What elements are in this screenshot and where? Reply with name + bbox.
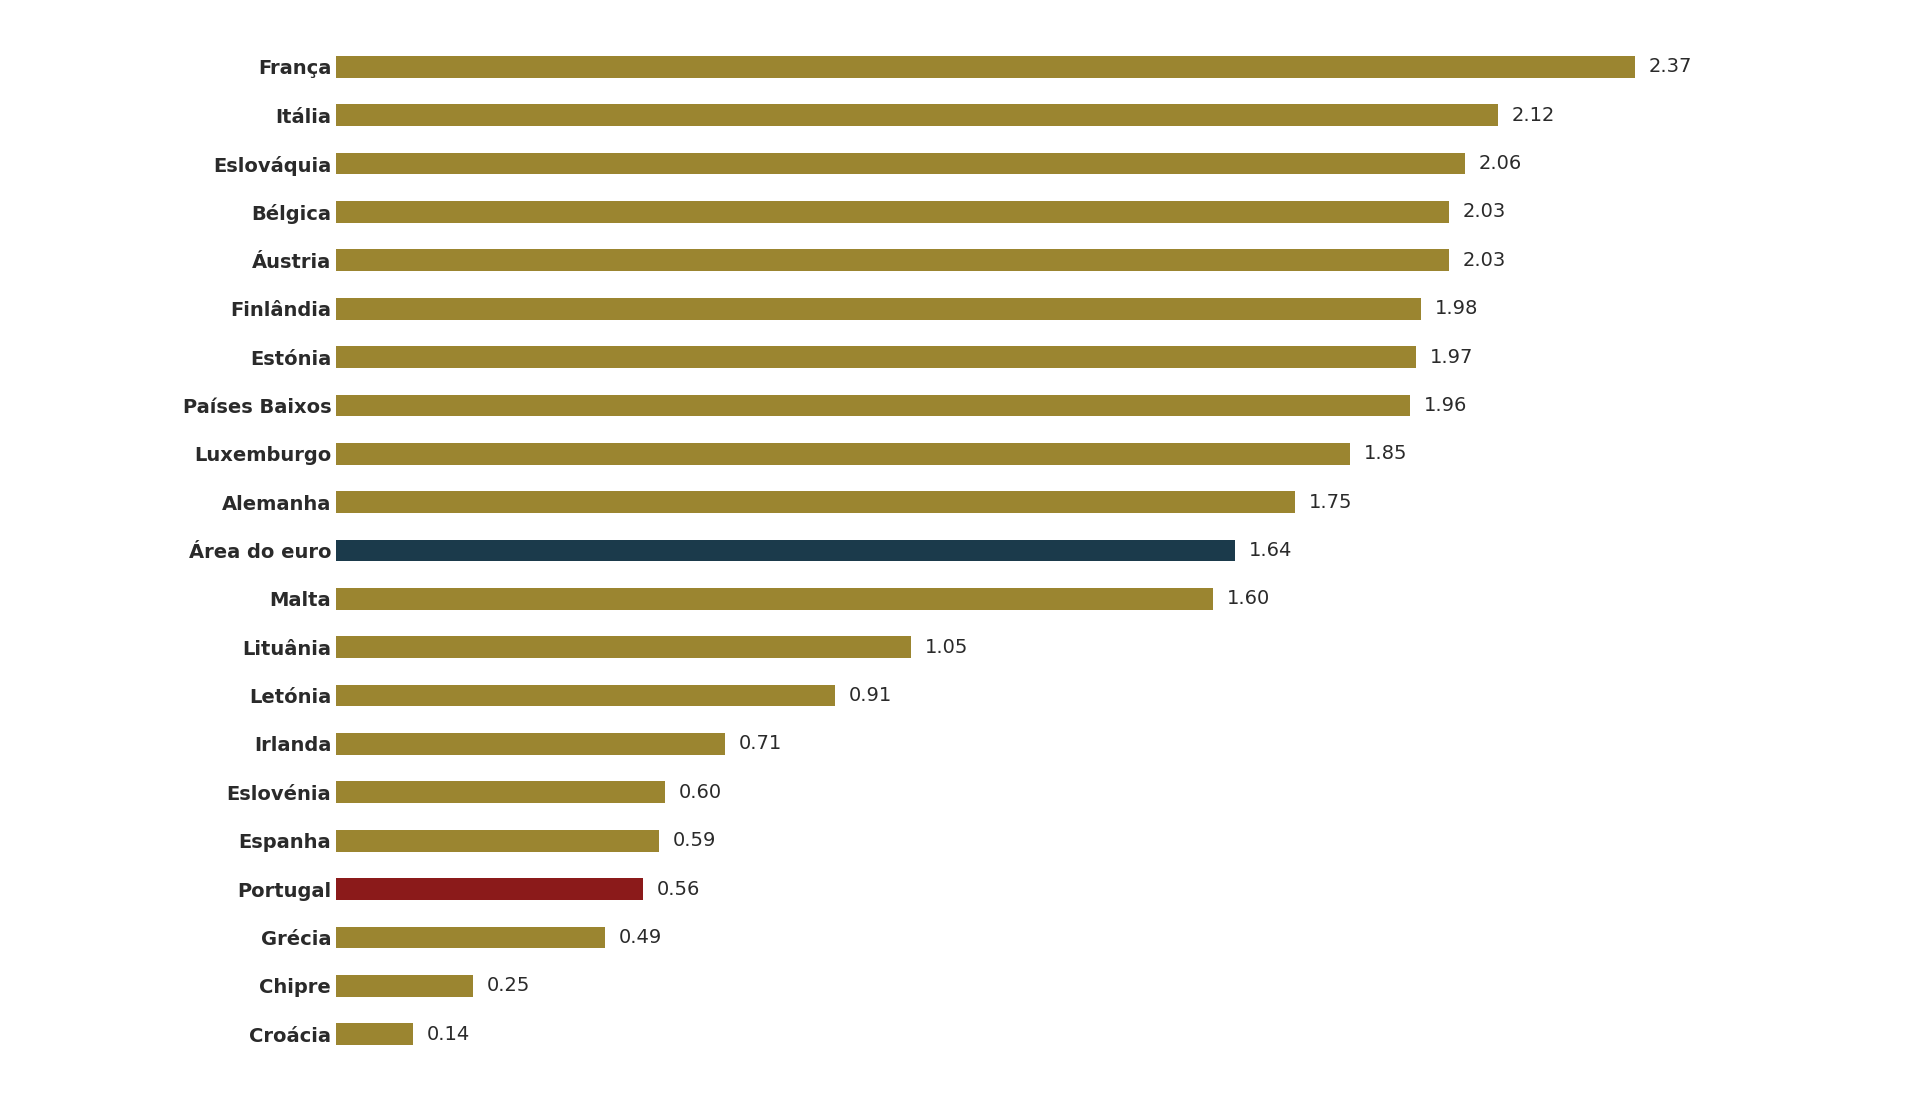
Bar: [336, 105, 1498, 127]
Bar: [336, 443, 1350, 465]
Text: 2.03: 2.03: [1463, 251, 1505, 270]
Text: 0.59: 0.59: [674, 831, 716, 850]
Text: 0.56: 0.56: [657, 880, 701, 898]
Text: 2.37: 2.37: [1649, 57, 1692, 76]
Bar: [336, 974, 472, 996]
Bar: [336, 685, 835, 707]
Text: 0.49: 0.49: [618, 928, 662, 947]
Bar: [336, 588, 1213, 610]
Bar: [336, 927, 605, 948]
Text: 1.96: 1.96: [1425, 396, 1467, 415]
Text: 1.64: 1.64: [1248, 541, 1292, 560]
Bar: [336, 636, 912, 658]
Text: 1.60: 1.60: [1227, 589, 1269, 609]
Text: 2.03: 2.03: [1463, 203, 1505, 221]
Text: 2.12: 2.12: [1511, 106, 1555, 124]
Text: 0.71: 0.71: [739, 734, 781, 753]
Bar: [336, 491, 1296, 513]
Bar: [336, 153, 1465, 174]
Text: 0.14: 0.14: [426, 1025, 470, 1044]
Bar: [336, 250, 1448, 271]
Text: 2.06: 2.06: [1478, 154, 1523, 173]
Bar: [336, 539, 1235, 562]
Bar: [336, 346, 1415, 368]
Text: 1.75: 1.75: [1309, 492, 1352, 512]
Bar: [336, 879, 643, 900]
Bar: [336, 1023, 413, 1045]
Text: 1.98: 1.98: [1434, 299, 1478, 318]
Text: 1.05: 1.05: [925, 637, 968, 656]
Bar: [336, 830, 659, 851]
Bar: [336, 297, 1421, 319]
Bar: [336, 201, 1448, 222]
Bar: [336, 733, 726, 755]
Text: 1.85: 1.85: [1363, 445, 1407, 464]
Text: 1.97: 1.97: [1428, 348, 1473, 367]
Text: 0.91: 0.91: [849, 686, 891, 705]
Text: 0.25: 0.25: [488, 977, 530, 995]
Bar: [336, 394, 1409, 416]
Bar: [336, 782, 664, 804]
Text: 0.60: 0.60: [678, 783, 722, 802]
Bar: [336, 56, 1636, 78]
